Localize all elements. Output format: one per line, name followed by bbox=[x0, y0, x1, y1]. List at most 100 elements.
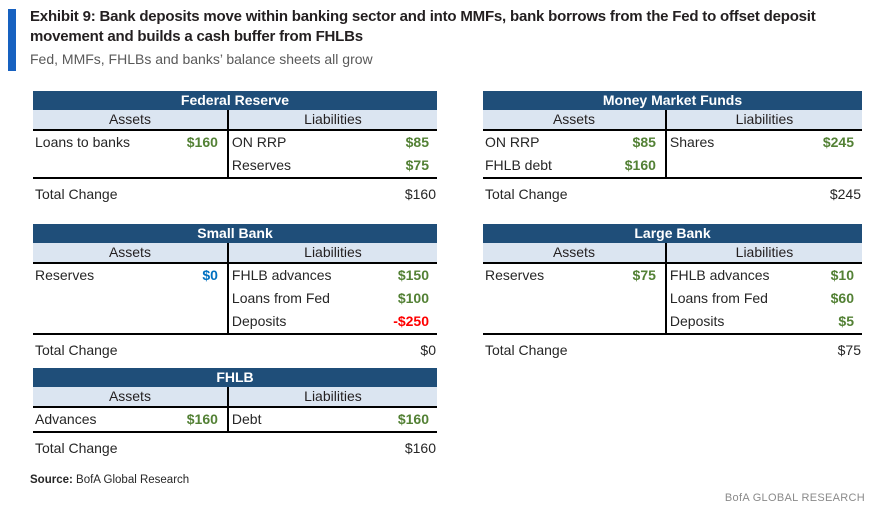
total-change-label: Total Change bbox=[35, 186, 118, 202]
footer-brand: BofA GLOBAL RESEARCH bbox=[724, 492, 865, 504]
table-row: ON RRP $85 bbox=[483, 131, 665, 154]
table-row: Deposits $5 bbox=[667, 310, 862, 333]
exhibit-title: Exhibit 9: Bank deposits move within ban… bbox=[30, 8, 816, 45]
assets-header: Assets bbox=[108, 111, 151, 127]
balance-sheet-federal-reserve: Federal Reserve Assets Liabilities Loans… bbox=[33, 91, 437, 205]
column-headers: Assets Liabilities bbox=[483, 243, 862, 264]
liabilities-header: Liabilities bbox=[226, 387, 437, 406]
row-value: $0 bbox=[202, 267, 218, 283]
assets-column: ON RRP $85 FHLB debt $160 bbox=[483, 131, 665, 177]
row-value: $150 bbox=[397, 267, 429, 283]
liabilities-header: Liabilities bbox=[226, 243, 437, 262]
assets-header: Assets bbox=[552, 244, 595, 260]
table-row: Loans to banks $160 bbox=[33, 131, 227, 154]
row-value: $100 bbox=[397, 290, 429, 306]
table-row: Advances $160 bbox=[33, 408, 227, 431]
assets-column: Reserves $0 bbox=[33, 264, 227, 333]
row-label: Deposits bbox=[669, 313, 725, 329]
row-label: Loans from Fed bbox=[231, 290, 330, 306]
table-row: Deposits -$250 bbox=[229, 310, 437, 333]
balance-sheet-large-bank: Large Bank Assets Liabilities Reserves $… bbox=[483, 224, 862, 361]
row-value: $5 bbox=[838, 313, 854, 329]
assets-header: Assets bbox=[108, 244, 151, 260]
total-change-label: Total Change bbox=[35, 440, 118, 456]
column-headers: Assets Liabilities bbox=[483, 110, 862, 131]
liabilities-column: FHLB advances $150 Loans from Fed $100 D… bbox=[226, 264, 437, 333]
table-title: Large Bank bbox=[483, 224, 862, 243]
table-row: FHLB debt $160 bbox=[483, 154, 665, 177]
source-text: BofA Global Research bbox=[76, 474, 190, 486]
table-row: ON RRP $85 bbox=[229, 131, 437, 154]
table-title: Federal Reserve bbox=[33, 91, 437, 110]
table-title: Small Bank bbox=[33, 224, 437, 243]
liabilities-header: Liabilities bbox=[226, 110, 437, 129]
row-label: ON RRP bbox=[485, 134, 540, 150]
total-change-row: Total Change $160 bbox=[33, 179, 437, 205]
total-change-label: Total Change bbox=[485, 186, 568, 202]
table-row: FHLB advances $10 bbox=[667, 264, 862, 287]
column-headers: Assets Liabilities bbox=[33, 110, 437, 131]
total-change-value: $245 bbox=[829, 186, 861, 202]
liabilities-header: Liabilities bbox=[664, 110, 862, 129]
source-label: Source: bbox=[30, 474, 73, 486]
row-value: $75 bbox=[632, 267, 656, 283]
table-row: Reserves $75 bbox=[483, 264, 665, 287]
row-value: -$250 bbox=[393, 313, 429, 329]
total-change-label: Total Change bbox=[35, 342, 118, 358]
assets-header: Assets bbox=[108, 388, 151, 404]
title-accent-bar bbox=[8, 9, 16, 71]
table-row: Loans from Fed $60 bbox=[667, 287, 862, 310]
table-title: Money Market Funds bbox=[483, 91, 862, 110]
row-label: Reserves bbox=[485, 267, 545, 283]
row-label: Debt bbox=[231, 411, 262, 427]
table-row: Debt $160 bbox=[229, 408, 437, 431]
total-change-row: Total Change $160 bbox=[33, 433, 437, 459]
liabilities-column: Shares $245 bbox=[664, 131, 862, 177]
row-label: Advances bbox=[35, 411, 97, 427]
table-body: Reserves $0 FHLB advances $150 Loans fro… bbox=[33, 264, 437, 335]
total-change-value: $160 bbox=[404, 186, 436, 202]
table-row: Reserves $75 bbox=[229, 154, 437, 177]
row-label: Shares bbox=[669, 134, 715, 150]
balance-sheet-fhlb: FHLB Assets Liabilities Advances $160 De… bbox=[33, 368, 437, 459]
table-row: Loans from Fed $100 bbox=[229, 287, 437, 310]
row-label: FHLB advances bbox=[669, 267, 770, 283]
balance-sheet-small-bank: Small Bank Assets Liabilities Reserves $… bbox=[33, 224, 437, 361]
source-line: Source: BofA Global Research bbox=[30, 474, 189, 486]
table-body: Reserves $75 FHLB advances $10 Loans fro… bbox=[483, 264, 862, 335]
total-change-row: Total Change $75 bbox=[483, 335, 862, 361]
table-body: Advances $160 Debt $160 bbox=[33, 408, 437, 433]
row-label: FHLB advances bbox=[231, 267, 332, 283]
balance-sheet-money-market-funds: Money Market Funds Assets Liabilities ON… bbox=[483, 91, 862, 205]
assets-header: Assets bbox=[552, 111, 595, 127]
total-change-value: $75 bbox=[837, 342, 861, 358]
row-value: $75 bbox=[405, 157, 429, 173]
table-title: FHLB bbox=[33, 368, 437, 387]
total-change-value: $0 bbox=[420, 342, 436, 358]
table-body: Loans to banks $160 ON RRP $85 Reserves … bbox=[33, 131, 437, 179]
exhibit-header: Exhibit 9: Bank deposits move within ban… bbox=[30, 7, 830, 68]
total-change-row: Total Change $0 bbox=[33, 335, 437, 361]
assets-column: Advances $160 bbox=[33, 408, 227, 431]
row-label: Loans to banks bbox=[35, 134, 130, 150]
assets-column: Reserves $75 bbox=[483, 264, 665, 333]
row-value: $160 bbox=[624, 157, 656, 173]
total-change-row: Total Change $245 bbox=[483, 179, 862, 205]
row-value: $160 bbox=[186, 134, 218, 150]
column-headers: Assets Liabilities bbox=[33, 243, 437, 264]
assets-column: Loans to banks $160 bbox=[33, 131, 227, 177]
exhibit-subtitle: Fed, MMFs, FHLBs and banks’ balance shee… bbox=[30, 51, 373, 67]
row-label: Deposits bbox=[231, 313, 287, 329]
column-headers: Assets Liabilities bbox=[33, 387, 437, 408]
row-value: $160 bbox=[397, 411, 429, 427]
table-row: Reserves $0 bbox=[33, 264, 227, 287]
row-value: $245 bbox=[822, 134, 854, 150]
table-row: Shares $245 bbox=[667, 131, 862, 154]
row-label: Reserves bbox=[35, 267, 95, 283]
row-value: $60 bbox=[830, 290, 854, 306]
liabilities-column: FHLB advances $10 Loans from Fed $60 Dep… bbox=[664, 264, 862, 333]
liabilities-column: ON RRP $85 Reserves $75 bbox=[226, 131, 437, 177]
liabilities-header: Liabilities bbox=[664, 243, 862, 262]
row-value: $85 bbox=[405, 134, 429, 150]
